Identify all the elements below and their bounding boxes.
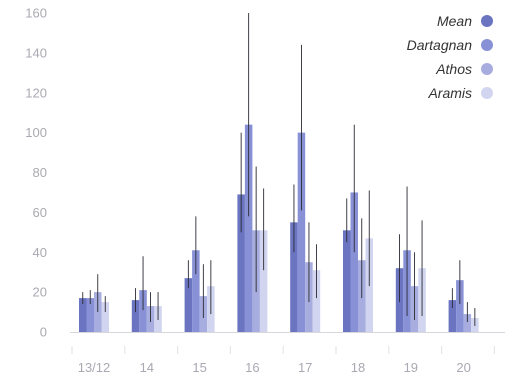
bar-aramis-17 xyxy=(312,270,321,332)
bar-dartagnan-16 xyxy=(244,124,253,333)
x-tick-label: 15 xyxy=(192,360,206,375)
y-tick-label: 100 xyxy=(25,125,47,140)
y-tick-label: 0 xyxy=(40,325,47,340)
bar-athos-20 xyxy=(463,314,472,332)
legend-marker-athos xyxy=(481,63,493,75)
x-tick-label: 19 xyxy=(404,360,418,375)
bar-aramis-13-12 xyxy=(101,302,109,332)
y-tick-label: 20 xyxy=(33,285,47,300)
x-tick-label: 16 xyxy=(245,360,259,375)
bar-mean-15 xyxy=(184,278,193,332)
bar-mean-13-12 xyxy=(79,298,87,332)
y-tick-label: 160 xyxy=(25,6,47,21)
legend: Mean Dartagnan Athos Aramis xyxy=(407,13,493,101)
y-tick-label: 120 xyxy=(25,85,47,100)
x-tick-label: 17 xyxy=(298,360,312,375)
bar-dartagnan-20 xyxy=(456,280,464,332)
legend-label-mean: Mean xyxy=(437,13,472,29)
bar-dartagnan-17 xyxy=(297,132,306,332)
legend-marker-aramis xyxy=(481,87,493,99)
bar-dartagnan-14 xyxy=(139,290,147,332)
bar-dartagnan-13-12 xyxy=(86,298,94,332)
x-tick-label: 13/12 xyxy=(78,360,111,375)
bar-dartagnan-15 xyxy=(192,250,200,332)
y-tick-label: 140 xyxy=(25,45,47,60)
bar-dartagnan-18 xyxy=(350,192,358,332)
x-axis-ticks: 13/12 14 15 16 17 18 19 20 xyxy=(71,346,495,375)
y-tick-label: 40 xyxy=(33,245,47,260)
error-bars xyxy=(82,13,476,327)
legend-label-aramis: Aramis xyxy=(427,85,472,101)
bar-mean-18 xyxy=(343,230,351,332)
x-tick-label: 14 xyxy=(140,360,154,375)
legend-label-dartagnan: Dartagnan xyxy=(407,37,473,53)
y-tick-label: 80 xyxy=(33,165,47,180)
bar-groups xyxy=(79,124,479,333)
legend-marker-mean xyxy=(481,15,493,27)
x-tick-label: 18 xyxy=(351,360,365,375)
bar-mean-20 xyxy=(448,300,457,332)
y-axis-ticks: 0 20 40 60 80 100 120 140 160 xyxy=(25,6,47,340)
legend-label-athos: Athos xyxy=(435,61,472,77)
bar-mean-14 xyxy=(131,300,140,332)
x-tick-label: 20 xyxy=(456,360,470,375)
bar-mean-17 xyxy=(290,222,298,332)
legend-marker-dartagnan xyxy=(481,39,493,51)
bar-mean-16 xyxy=(237,194,245,332)
bar-aramis-16 xyxy=(259,230,268,332)
y-tick-label: 60 xyxy=(33,205,47,220)
